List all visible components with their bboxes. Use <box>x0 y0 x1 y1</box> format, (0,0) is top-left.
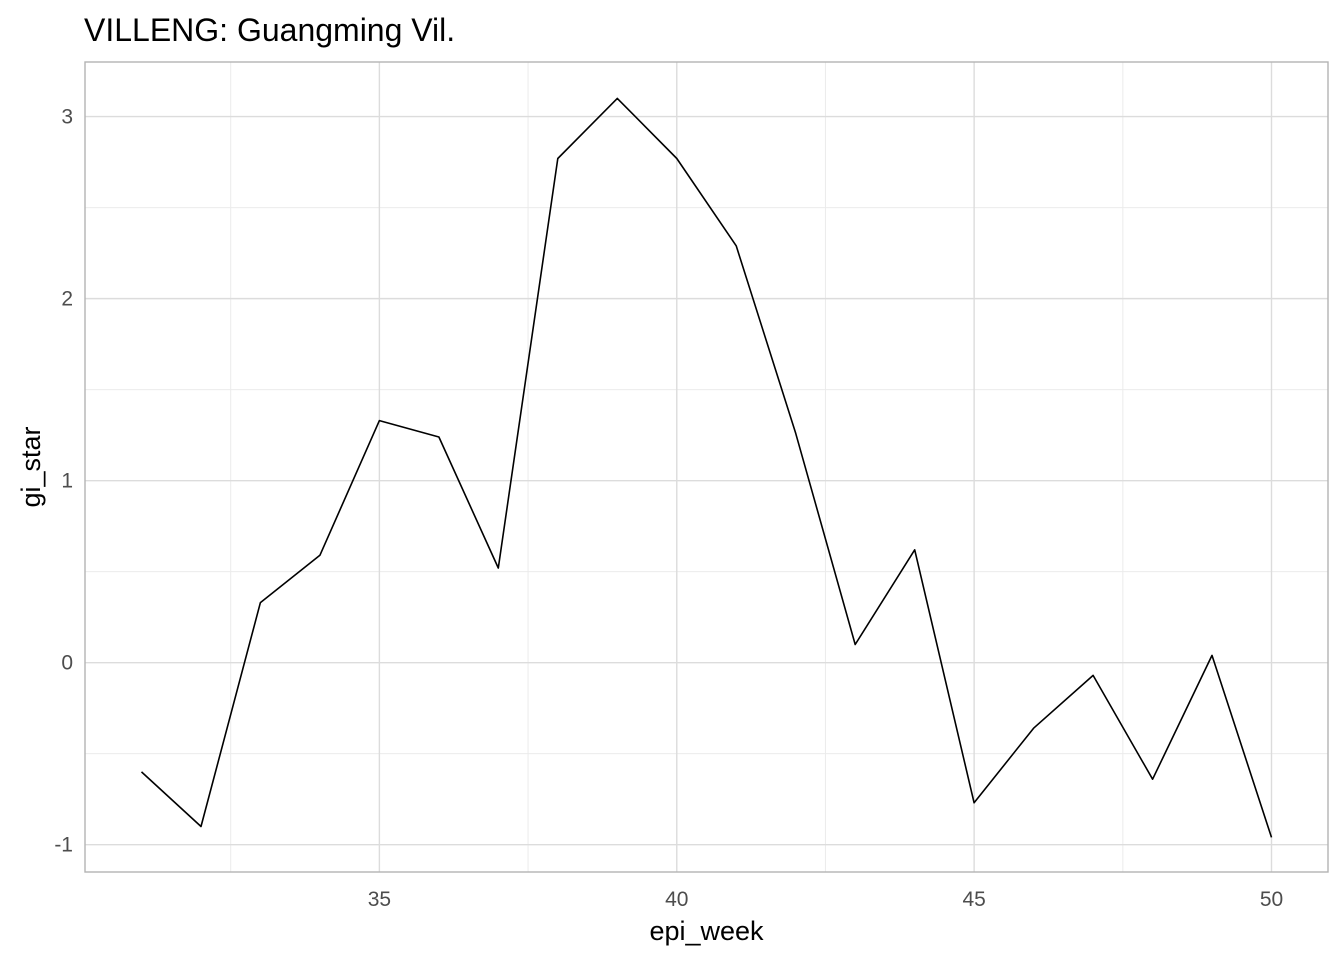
y-tick-label: -1 <box>54 834 73 857</box>
major-gridlines <box>85 62 1328 872</box>
y-tick-label: 0 <box>61 652 73 675</box>
x-axis-tick-labels: 35 40 45 50 <box>368 888 1283 911</box>
x-tick-label: 35 <box>368 888 391 911</box>
minor-gridlines <box>85 62 1328 872</box>
x-tick-label: 50 <box>1260 888 1283 911</box>
chart-title: VILLENG: Guangming Vil. <box>84 12 455 48</box>
x-tick-label: 40 <box>665 888 688 911</box>
series-gi-star <box>140 97 1273 838</box>
x-axis-title: epi_week <box>649 916 764 946</box>
y-axis-title: gi_star <box>16 426 46 507</box>
y-tick-label: 1 <box>61 470 73 493</box>
y-axis-tick-labels: -1 0 1 2 3 <box>54 106 73 857</box>
x-tick-label: 45 <box>962 888 985 911</box>
plot-panel-border <box>84 61 1329 873</box>
y-tick-label: 2 <box>61 288 73 311</box>
series-line <box>140 97 1273 838</box>
y-tick-label: 3 <box>61 106 73 129</box>
